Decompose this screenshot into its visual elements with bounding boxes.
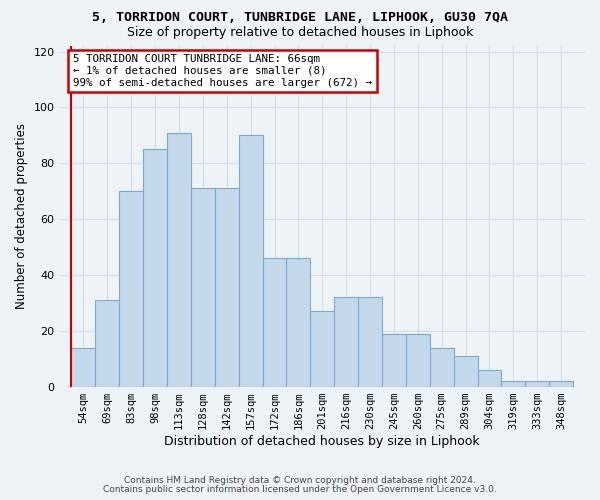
Bar xyxy=(263,258,286,386)
Bar xyxy=(334,297,358,386)
Bar xyxy=(549,381,573,386)
Text: Contains public sector information licensed under the Open Government Licence v3: Contains public sector information licen… xyxy=(103,485,497,494)
Bar xyxy=(478,370,502,386)
Bar xyxy=(286,258,310,386)
Bar xyxy=(215,188,239,386)
Bar xyxy=(71,348,95,387)
Bar xyxy=(167,132,191,386)
Bar xyxy=(406,334,430,386)
Text: Size of property relative to detached houses in Liphook: Size of property relative to detached ho… xyxy=(127,26,473,39)
Bar xyxy=(310,311,334,386)
Bar xyxy=(525,381,549,386)
Bar xyxy=(239,136,263,386)
Text: 5, TORRIDON COURT, TUNBRIDGE LANE, LIPHOOK, GU30 7QA: 5, TORRIDON COURT, TUNBRIDGE LANE, LIPHO… xyxy=(92,11,508,24)
Bar xyxy=(358,297,382,386)
Bar xyxy=(191,188,215,386)
Bar xyxy=(95,300,119,386)
Text: 5 TORRIDON COURT TUNBRIDGE LANE: 66sqm
← 1% of detached houses are smaller (8)
9: 5 TORRIDON COURT TUNBRIDGE LANE: 66sqm ←… xyxy=(73,54,371,88)
Bar xyxy=(502,381,525,386)
Bar xyxy=(382,334,406,386)
Bar xyxy=(430,348,454,387)
Bar xyxy=(119,191,143,386)
X-axis label: Distribution of detached houses by size in Liphook: Distribution of detached houses by size … xyxy=(164,434,480,448)
Y-axis label: Number of detached properties: Number of detached properties xyxy=(15,124,28,310)
Text: Contains HM Land Registry data © Crown copyright and database right 2024.: Contains HM Land Registry data © Crown c… xyxy=(124,476,476,485)
Bar xyxy=(454,356,478,386)
Bar xyxy=(143,150,167,386)
